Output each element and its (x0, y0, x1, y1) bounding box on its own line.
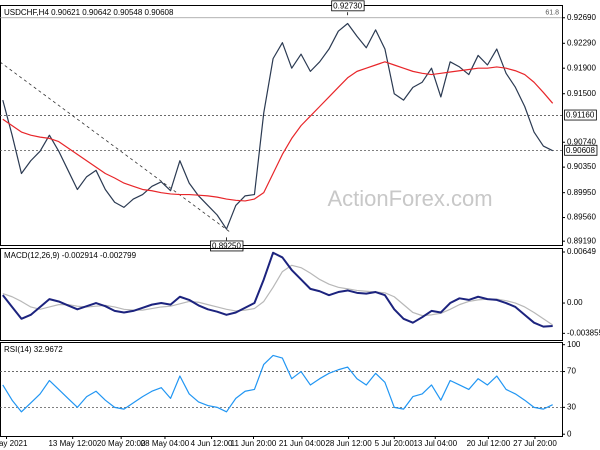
y-tick-label: -0.003855 (567, 328, 600, 337)
series-line (2, 61, 554, 202)
annotation-label-box (331, 0, 365, 12)
level-label: 0.90608 (566, 146, 595, 155)
level-label: 0.91160 (566, 111, 595, 120)
level-label-box (564, 109, 597, 121)
y-tick-label: 0.91500 (567, 89, 596, 98)
annotation-label: 0.89250 (212, 241, 241, 250)
y-tick-label: 0.89190 (567, 236, 596, 245)
pane-title: USDCHF,H4 0.90621 0.90642 0.90548 0.9060… (4, 8, 174, 17)
pane-title: MACD(12,26,9) -0.002914 -0.002799 (4, 251, 137, 260)
y-tick-label: 0.89560 (567, 213, 596, 222)
y-tick-label: 0.89950 (567, 188, 596, 197)
y-tick-label: 0.90740 (567, 137, 596, 146)
x-tick-label: 27 Jul 20:00 (513, 439, 557, 448)
pane-title: RSI(14) 32.9672 (4, 345, 63, 354)
series-line (2, 264, 554, 326)
x-tick-label: 5 Jul 20:00 (375, 439, 415, 448)
y-tick-label: 0.91900 (567, 63, 596, 72)
y-tick-label: 0.92690 (567, 13, 596, 22)
y-tick-label: 100 (567, 340, 581, 349)
x-tick-label: 28 Jun 12:00 (325, 439, 372, 448)
y-tick-label: 0 (567, 429, 572, 438)
level-label-box (564, 144, 598, 156)
x-tick-label: 13 May 12:00 (48, 439, 97, 448)
x-tick-label: 4 Jun 12:00 (191, 439, 233, 448)
series-line (2, 251, 553, 328)
x-tick-label: 6 May 2021 (0, 439, 28, 448)
x-tick-label: 21 Jun 04:00 (279, 439, 326, 448)
series-line (2, 22, 553, 230)
y-tick-label: 0.92290 (567, 38, 596, 47)
pane-frame (0, 5, 563, 246)
x-tick-label: 11 Jun 20:00 (231, 439, 277, 448)
x-tick-label: 28 May 04:00 (141, 439, 190, 448)
y-tick-label: 0.90350 (567, 162, 596, 171)
y-tick-label: 0.00649 (567, 247, 596, 256)
pane-frame (0, 342, 563, 437)
series-line (2, 354, 553, 413)
x-tick-label: 13 Jul 04:00 (413, 439, 457, 448)
x-tick-label: 20 Jul 12:00 (467, 439, 511, 448)
y-tick-label: 30 (567, 402, 576, 411)
annotation-label-box (210, 240, 244, 252)
fib-label: 61.8 (545, 10, 559, 17)
y-tick-label: 70 (567, 367, 576, 376)
annotation-label: 0.92730 (333, 1, 362, 10)
y-tick-label: 0.00 (567, 298, 583, 307)
x-tick-label: 20 May 20:00 (97, 439, 146, 448)
watermark: ActionForex.com (327, 186, 492, 211)
pane-frame (0, 248, 563, 341)
